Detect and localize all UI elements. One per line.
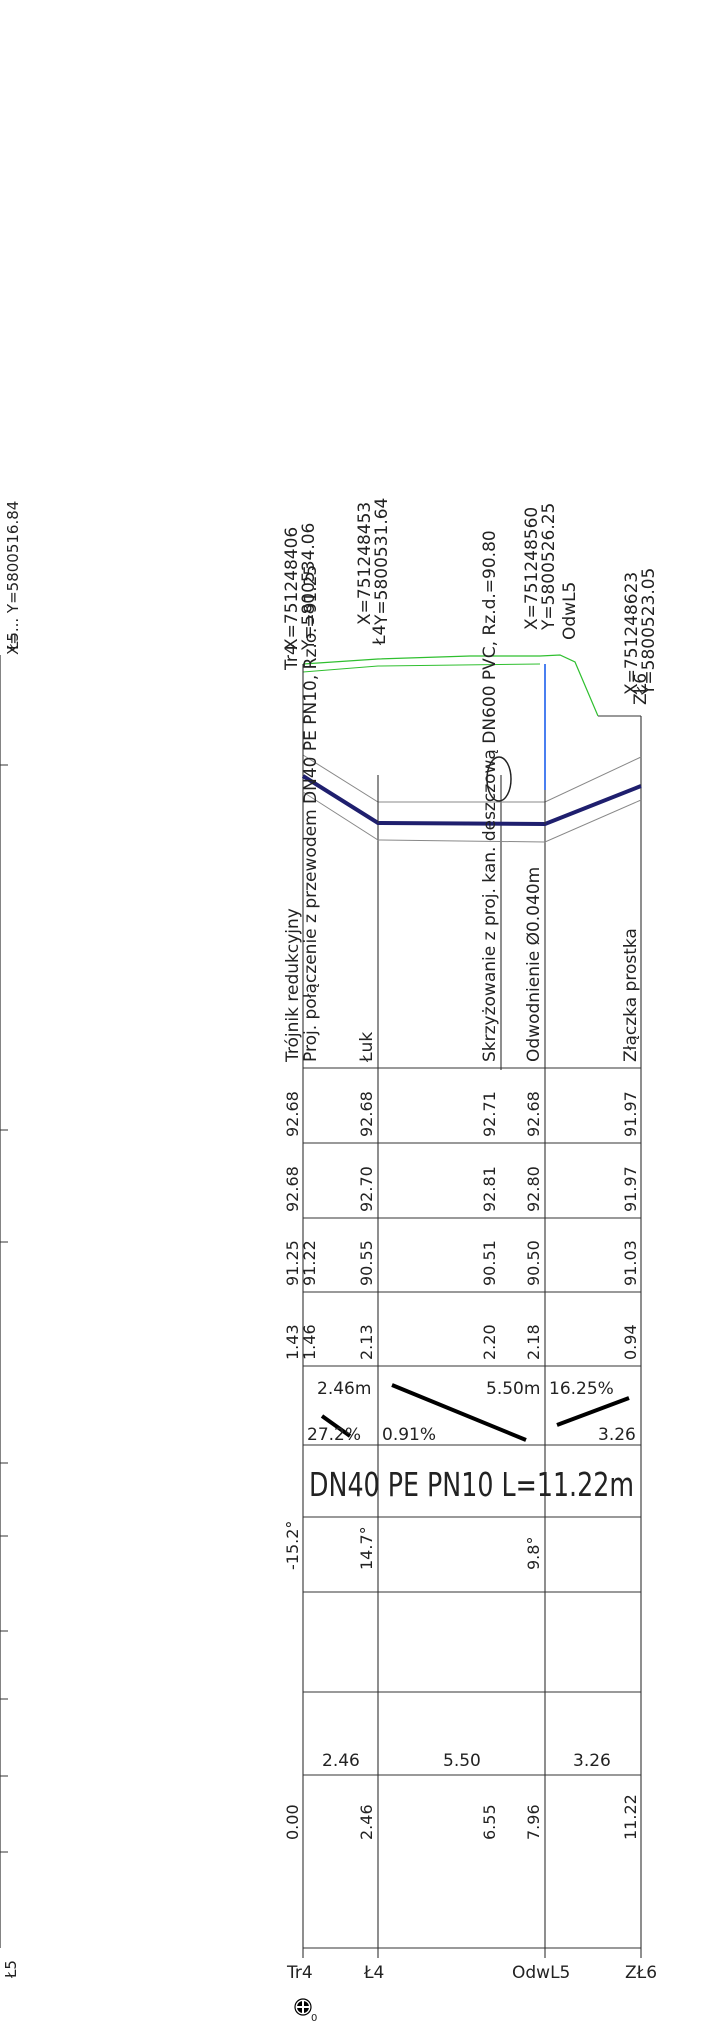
bottom-labels: Tr4 Ł4 OdwL5 ZŁ6 [286,1963,657,1983]
depth-value: 1.46 [300,1324,319,1360]
bottom-label-l4: Ł4 [363,1963,384,1983]
terrain-value: 92.70 [357,1166,376,1212]
angle-value: -15.2° [283,1521,302,1570]
node-label-zl6: ZŁ6 [631,673,651,705]
pipe-top-value: 91.25 [283,1240,302,1286]
terrain-line [302,654,599,717]
node-coords-zl6-y: Y=5800523.05 [639,568,659,696]
pipe-upper-line [302,754,642,803]
slope-grade: 0.91% [382,1425,436,1445]
depth-value: 2.13 [357,1324,376,1360]
left-coords: X=... Y=5800516.84 [4,501,22,655]
node-labels: X=751248406 Y=5800534.06 Tr4 X=751248453… [282,498,659,705]
slope-grade: 27.2% [307,1425,361,1445]
angle-value: 14.7° [357,1526,376,1570]
crosshair-icon: 0 [294,1998,317,2021]
angle-value: 9.8° [524,1537,543,1570]
node-label-odw: OdwL5 [560,582,580,640]
table-values: 92.68 92.68 92.71 92.68 91.97 92.68 92.7… [283,1091,640,1360]
stations-row: 0.00 2.46 6.55 7.96 11.22 [283,1794,640,1840]
ground-value: 91.97 [621,1091,640,1137]
left-edge-fragment: X=... Y=5800516.84 Ł5 Ł5 [0,501,22,1979]
ground-value: 92.68 [357,1091,376,1137]
depth-value: 2.18 [524,1324,543,1360]
node-coords-l4-x: X=751248453 [355,502,375,625]
ground-value: 92.71 [480,1091,499,1137]
annotation-odw: Odwodnienie Ø0.040m [524,867,544,1062]
pipe-top-value: 91.03 [621,1240,640,1286]
terrain-value: 91.97 [621,1166,640,1212]
node-coords-tr4-x: X=751248406 [282,527,302,650]
segment-length: 3.26 [573,1751,611,1771]
station-value: 6.55 [480,1804,499,1840]
ground-value: 92.68 [524,1091,543,1137]
left-bottom-label: Ł5 [2,1960,20,1979]
annotations: Trójnik redukcyjny Proj. połączenie z pr… [283,530,641,1063]
depth-value: 1.43 [283,1324,302,1360]
node-coords-odw-x: X=751248560 [522,507,542,630]
node-coords-zl6-x: X=751248623 [622,572,642,695]
node-coords-odw-y: Y=5800526.25 [539,503,559,631]
angles-row: -15.2° 14.7° 9.8° [283,1521,543,1570]
slope-indicator [320,1414,352,1438]
slope-grade: 16.25% [549,1379,614,1399]
terrain-value: 92.80 [524,1166,543,1212]
slope-length: 2.46m [317,1379,371,1399]
pipe-top-value: 90.51 [480,1240,499,1286]
pipe-lower-line [302,791,642,843]
node-coords-l4-y: Y=5800531.64 [372,498,392,626]
node-label-l4: Ł4 [370,625,390,646]
bottom-label-tr4: Tr4 [286,1963,313,1983]
pipe-top-value: 90.50 [524,1240,543,1286]
annotation-tr4-2: Proj. połączenie z przewodem DN40 PE PN1… [301,565,321,1062]
segment-lengths: 2.46 5.50 3.26 [322,1751,611,1771]
annotation-zl6: Złączka prostka [621,928,641,1062]
crossing-pipe-circle [486,756,512,802]
terrain-value: 92.81 [480,1166,499,1212]
svg-text:0: 0 [311,2013,317,2021]
left-top-label: Ł5 [4,632,22,651]
slope-length: 5.50m [486,1379,540,1399]
slope-indicator [391,1383,527,1442]
ground-value: 92.68 [283,1091,302,1137]
station-value: 11.22 [621,1794,640,1840]
segment-length: 5.50 [443,1751,481,1771]
slope-row: 2.46m 27.2% 5.50m 0.91% 16.25% 3.26 [307,1379,636,1445]
annotation-tr4-1: Trójnik redukcyjny [283,908,303,1063]
pipe-top-value: 91.22 [300,1240,319,1286]
pipe-top-value: 90.55 [357,1240,376,1286]
segment-length: 2.46 [322,1751,360,1771]
bottom-label-odw: OdwL5 [512,1963,570,1983]
annotation-l4: Łuk [357,1032,377,1063]
bottom-label-zl6: ZŁ6 [625,1963,657,1983]
station-value: 2.46 [357,1804,376,1840]
slope-indicator [556,1396,630,1427]
node-label-tr4: Tr4 [282,644,302,671]
slope-length: 3.26 [598,1425,636,1445]
pipe-spec: DN40 PE PN10 L=11.22m [309,1465,634,1504]
depth-value: 0.94 [621,1324,640,1360]
annotation-crossing: Skrzyżowanie z proj. kan. deszczową DN60… [480,530,500,1062]
profile-lines [301,654,642,843]
pipe-axis [301,774,642,827]
depth-value: 2.20 [480,1324,499,1360]
station-value: 7.96 [524,1804,543,1840]
node-coords-tr4-y: Y=5800534.06 [299,523,319,651]
terrain-value: 92.68 [283,1166,302,1212]
station-value: 0.00 [283,1804,302,1840]
